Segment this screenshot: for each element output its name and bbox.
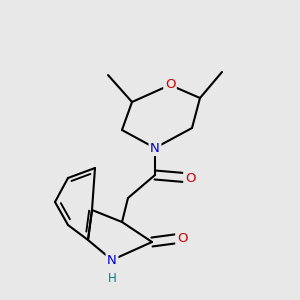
Text: H: H (108, 272, 116, 284)
Text: N: N (107, 254, 117, 266)
Text: O: O (185, 172, 195, 184)
Text: O: O (177, 232, 187, 244)
Text: N: N (150, 142, 160, 154)
Text: O: O (165, 79, 175, 92)
